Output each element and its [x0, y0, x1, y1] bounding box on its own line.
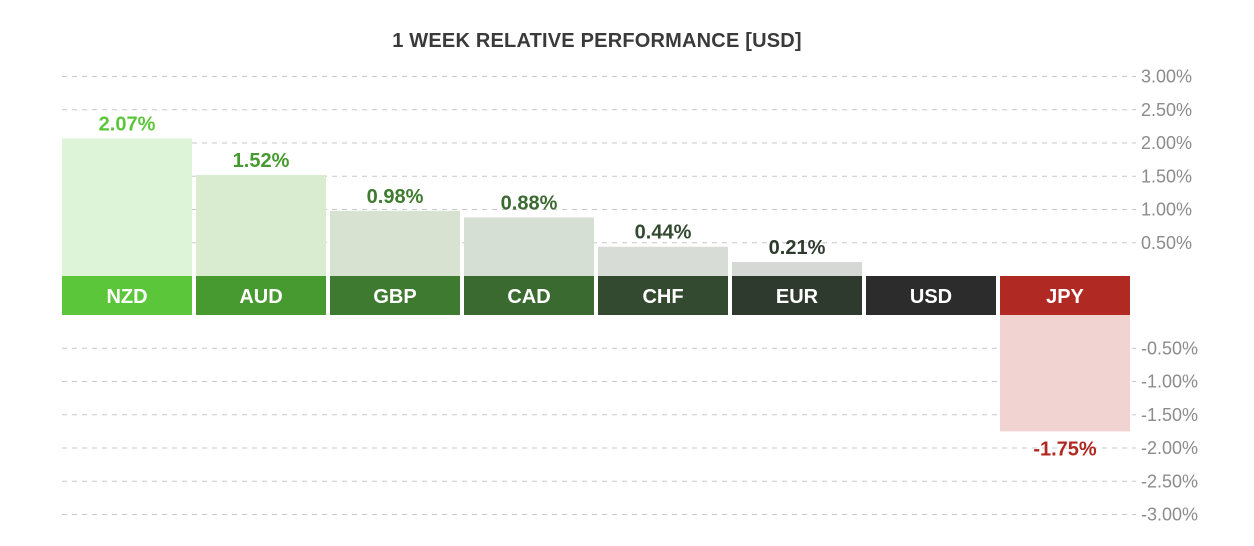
category-label: JPY	[1046, 286, 1084, 308]
y-tick-label: 3.00%	[1141, 67, 1192, 87]
y-tick-label: -1.00%	[1141, 372, 1198, 392]
data-label: 0.21%	[769, 237, 826, 259]
y-tick-label: -2.00%	[1141, 438, 1198, 458]
category-band-gbp	[330, 276, 460, 315]
category-band-usd	[866, 276, 996, 315]
category-band-chf	[598, 276, 728, 315]
category-label: EUR	[776, 286, 819, 308]
category-label: GBP	[373, 286, 416, 308]
category-band-cad	[464, 276, 594, 315]
bar-eur	[732, 262, 862, 276]
y-tick-label: -2.50%	[1141, 471, 1198, 491]
category-band-aud	[196, 276, 326, 315]
bar-gbp	[330, 210, 460, 276]
bar-chf	[598, 246, 728, 276]
bar-cad	[464, 217, 594, 276]
bar-nzd	[62, 138, 192, 276]
bar-jpy	[1000, 315, 1130, 432]
data-label: 0.44%	[635, 222, 692, 244]
data-label: 0.98%	[367, 186, 424, 208]
data-label: 2.07%	[99, 113, 156, 135]
y-tick-label: -0.50%	[1141, 338, 1198, 358]
y-tick-label: 0.50%	[1141, 233, 1192, 253]
data-label: 0.88%	[501, 192, 558, 214]
data-label: 1.52%	[233, 150, 290, 172]
y-tick-label: -1.50%	[1141, 405, 1198, 425]
category-label: CHF	[642, 286, 683, 308]
category-label: CAD	[507, 286, 550, 308]
category-label: NZD	[106, 286, 147, 308]
y-tick-label: 1.00%	[1141, 200, 1192, 220]
y-tick-label: -3.00%	[1141, 505, 1198, 525]
category-label: AUD	[239, 286, 282, 308]
category-band-nzd	[62, 276, 192, 315]
data-label: -1.75%	[1033, 438, 1097, 460]
y-tick-label: 1.50%	[1141, 166, 1192, 186]
category-band-eur	[732, 276, 862, 315]
category-band-jpy	[1000, 276, 1130, 315]
bar-aud	[196, 174, 326, 276]
chart-title: 1 WEEK RELATIVE PERFORMANCE [USD]	[392, 30, 802, 52]
y-tick-label: 2.00%	[1141, 133, 1192, 153]
category-label: USD	[910, 286, 952, 308]
y-tick-label: 2.50%	[1141, 100, 1192, 120]
